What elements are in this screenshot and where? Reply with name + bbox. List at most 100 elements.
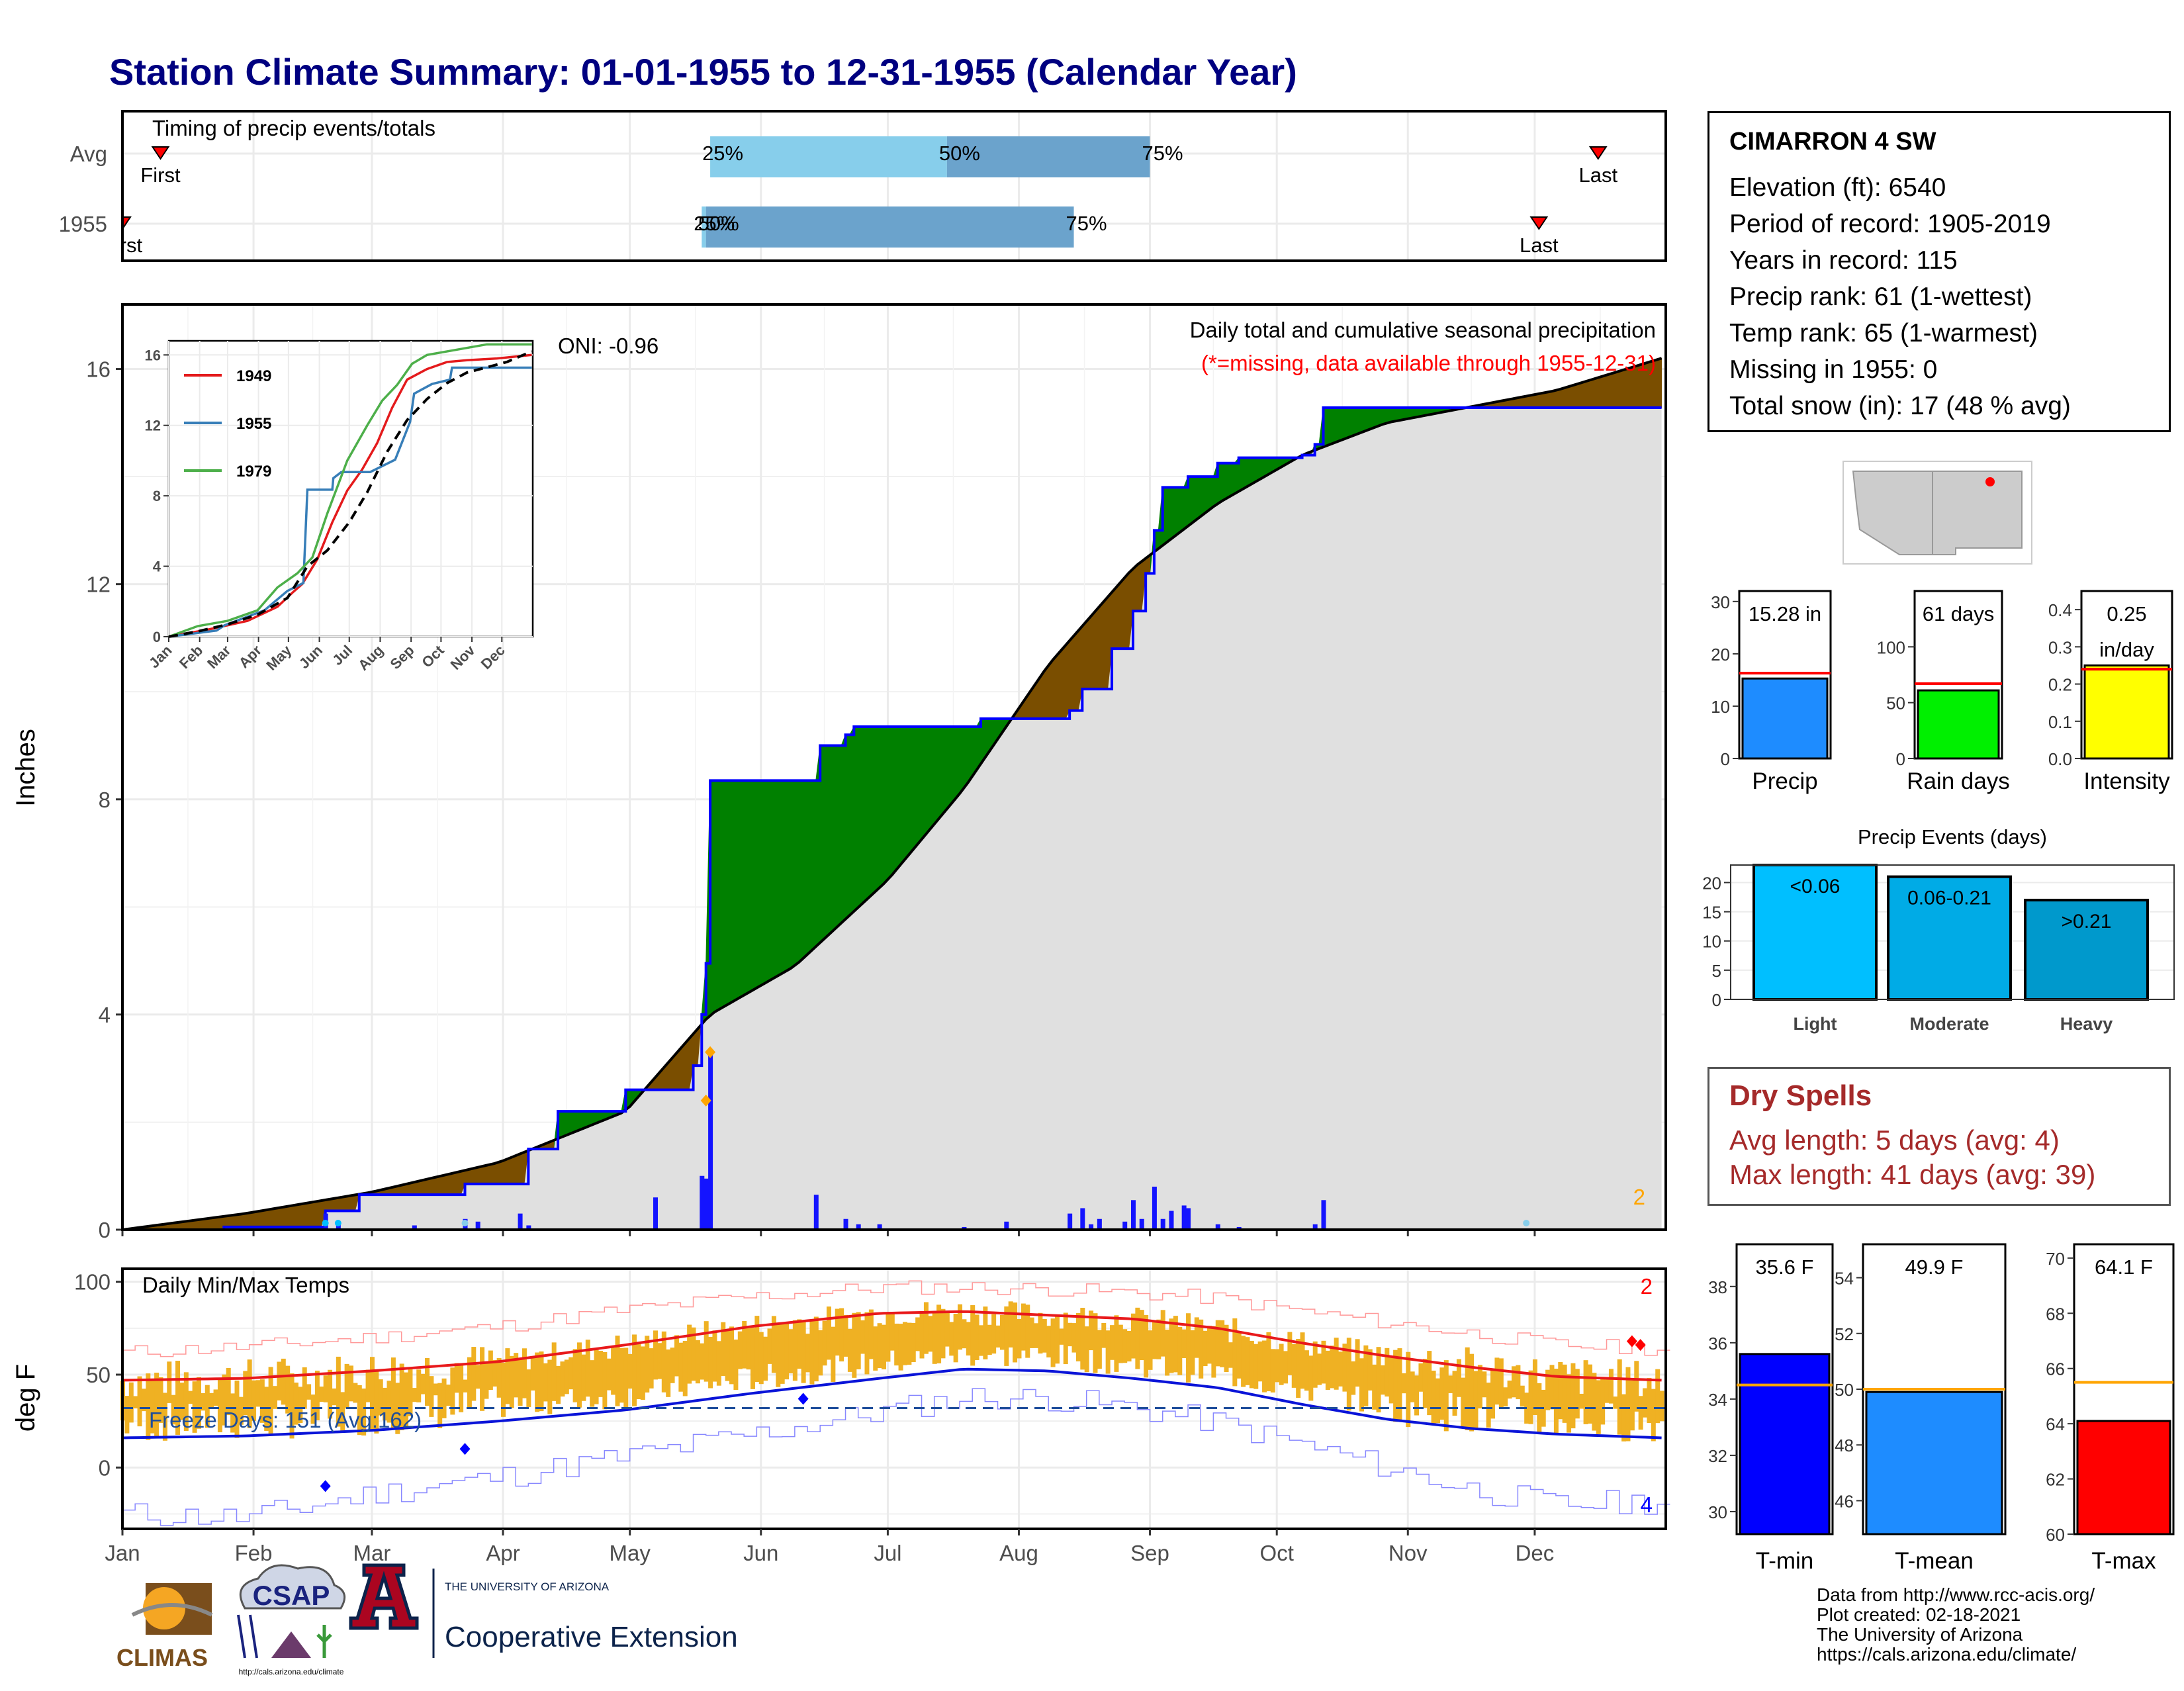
daily-temp-bar <box>526 1369 531 1407</box>
daily-temp-bar <box>978 1325 983 1356</box>
daily-temp-bar <box>602 1351 608 1410</box>
daily-temp-bar <box>395 1383 400 1434</box>
events-title: Precip Events (days) <box>1858 825 2047 848</box>
month-tick-label: Dec <box>1516 1541 1555 1565</box>
daily-temp-bar <box>273 1386 278 1409</box>
daily-temp-bar <box>708 1336 713 1389</box>
daily-temp-bar <box>1266 1332 1271 1392</box>
daily-temp-bar <box>492 1360 498 1387</box>
daily-precip-bar <box>813 1195 819 1230</box>
precip-missing-count: 2 <box>1633 1185 1645 1209</box>
daily-temp-bar <box>539 1351 544 1412</box>
temp-summary-category-label: T-mean <box>1895 1548 1974 1574</box>
daily-temp-bar <box>404 1372 409 1430</box>
daily-temp-bar <box>1097 1330 1102 1369</box>
average-cumulative-line <box>122 357 1662 1231</box>
daily-temp-bar <box>1034 1323 1039 1348</box>
daily-temp-bar <box>653 1330 659 1380</box>
daily-temp-bar <box>141 1389 146 1412</box>
daily-temp-bar <box>1236 1332 1242 1379</box>
daily-temp-bar <box>1105 1330 1111 1374</box>
daily-temp-bar <box>209 1393 214 1408</box>
precip-cumulative-areas <box>122 357 1662 1231</box>
daily-temp-bar <box>1139 1310 1144 1361</box>
daily-temp-bar <box>818 1330 823 1376</box>
daily-temp-bar <box>175 1361 181 1435</box>
daily-temp-bar <box>1068 1322 1073 1347</box>
daily-temp-bar <box>611 1348 616 1395</box>
precip-events-chart: Precip Events (days) 0 5 10 15 20 <0.06 Light 0… <box>1702 825 2175 1034</box>
summary-y-tick-label: 0.3 <box>2048 637 2072 657</box>
daily-temp-bar <box>361 1388 367 1436</box>
daily-temp-bar <box>1587 1364 1592 1424</box>
daily-temp-bar <box>970 1305 976 1366</box>
daily-temp-bar <box>137 1376 142 1427</box>
daily-temp-bar <box>1186 1313 1191 1383</box>
daily-precip-bar <box>962 1226 967 1230</box>
daily-temp-bar <box>1498 1358 1504 1408</box>
daily-temp-bar <box>1249 1340 1254 1389</box>
inset-y-tick-label: 16 <box>145 347 161 363</box>
month-tick-label: Oct <box>1260 1541 1294 1565</box>
temp-lines <box>122 1280 1670 1526</box>
daily-temp-bar <box>1613 1396 1618 1409</box>
daily-temp-bar <box>128 1382 134 1423</box>
daily-temp-bar <box>1275 1349 1280 1383</box>
daily-precip-bar <box>526 1225 531 1230</box>
month-tick-label: Jun <box>743 1541 778 1565</box>
daily-temp-bar <box>399 1363 404 1431</box>
daily-temp-bar <box>328 1369 333 1419</box>
daily-temp-bar <box>919 1313 925 1359</box>
events-category-label: Moderate <box>1909 1014 1989 1034</box>
temp-summary-y-tick-label: 36 <box>1708 1334 1727 1353</box>
record-low-marker <box>320 1480 331 1492</box>
daily-temp-bar <box>1206 1326 1212 1364</box>
daily-temp-bar <box>1592 1373 1597 1431</box>
daily-temp-bar <box>445 1385 451 1406</box>
inset-y-tick-label: 8 <box>153 488 161 504</box>
inset-legend: 1949 1955 1979 <box>184 367 271 480</box>
daily-temp-bar <box>873 1326 878 1371</box>
daily-precip-bar <box>1236 1226 1242 1230</box>
dry-spells-max: Max length: 41 days (avg: 39) <box>1729 1159 2096 1190</box>
daily-temp-bar <box>1346 1338 1351 1411</box>
temp-summary-y-tick-label: 54 <box>1835 1269 1854 1289</box>
daily-temp-bar <box>1173 1316 1178 1373</box>
daily-temp-bar <box>1367 1349 1373 1391</box>
events-y-tick-label: 10 <box>1702 932 1721 952</box>
daily-temp-bar <box>958 1304 963 1350</box>
inset-legend-label: 1979 <box>236 463 271 480</box>
timing-row-label-avg: Avg <box>70 142 107 166</box>
temp-border <box>121 1267 1667 1530</box>
climas-swoosh-icon <box>131 1603 213 1617</box>
daily-temp-bar <box>598 1350 603 1397</box>
temp-y-ticks: 0 50 100 <box>74 1270 122 1480</box>
daily-precip-bar <box>704 1178 709 1230</box>
daily-temp-bar <box>535 1352 540 1412</box>
daily-temp-bar <box>124 1396 130 1434</box>
daily-temp-bar <box>700 1343 705 1380</box>
daily-temp-bar <box>944 1312 950 1347</box>
daily-temp-bar <box>864 1312 870 1375</box>
inset-line-1979 <box>168 343 532 638</box>
cloud-icon <box>239 1564 346 1610</box>
daily-temp-bar <box>606 1358 612 1391</box>
temp-panel: 0 50 100 deg F Daily Min/Max Temps Freeze … <box>11 1267 1670 1565</box>
record-high-marker <box>1626 1335 1637 1348</box>
daily-precip-bar <box>1139 1218 1144 1230</box>
summary-y-tick-label: 20 <box>1711 645 1730 664</box>
daily-temp-bar <box>1075 1312 1081 1361</box>
daily-temp-bar <box>898 1324 903 1371</box>
daily-temp-bar <box>991 1314 997 1354</box>
summary-category-label: Intensity <box>2083 768 2170 794</box>
daily-temp-bar <box>1355 1339 1360 1387</box>
daily-temp-bar <box>1050 1318 1056 1367</box>
daily-temp-bar <box>1232 1318 1238 1387</box>
daily-temp-bar <box>1253 1344 1259 1389</box>
daily-temp-bar <box>496 1358 502 1398</box>
station-info-box: CIMARRON 4 SW Elevation (ft): 6540 Perio… <box>1707 111 2171 432</box>
daily-temp-bar <box>162 1393 167 1441</box>
daily-temp-bar <box>188 1391 193 1404</box>
daily-temp-bar <box>154 1373 159 1437</box>
summary-value-line-1: 0.25 <box>2107 602 2146 625</box>
